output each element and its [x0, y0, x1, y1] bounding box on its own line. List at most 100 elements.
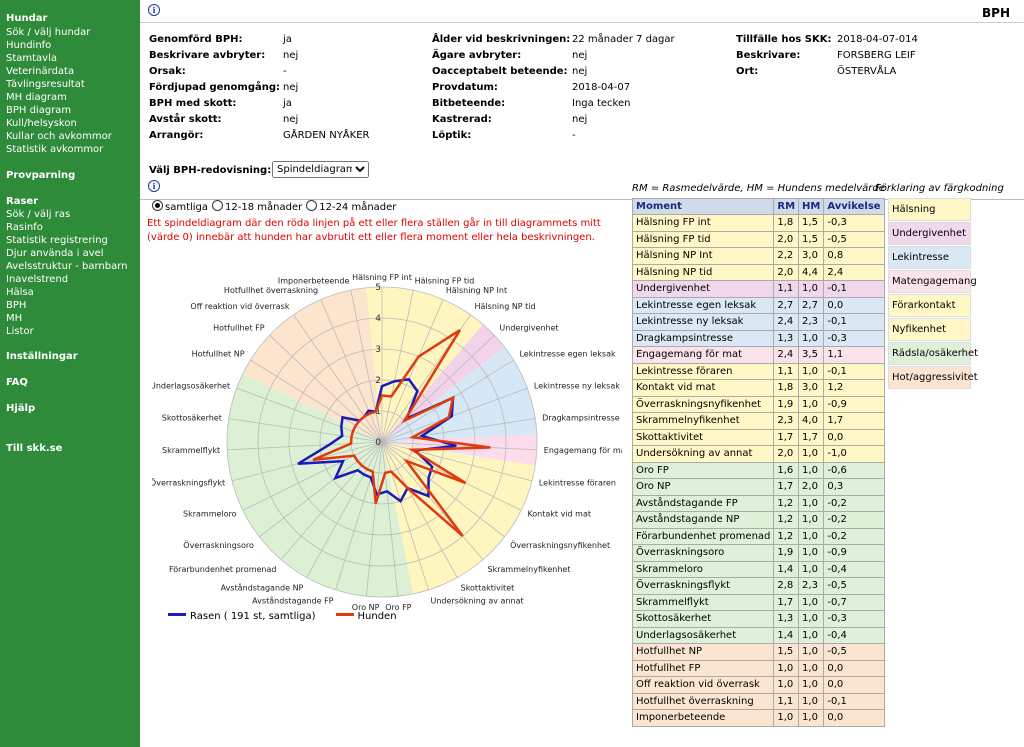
page-title: BPH — [982, 6, 1010, 20]
radar-spoke — [365, 441, 383, 597]
detail-value: nej — [283, 114, 299, 125]
table-cell: 1,0 — [798, 709, 825, 727]
radar-spoke — [236, 387, 383, 443]
table-cell: -0,9 — [823, 544, 885, 562]
sidebar-link[interactable]: MH diagram — [6, 92, 67, 103]
legend-swatch — [335, 613, 354, 616]
legend-label: Rasen ( 191 st, samtliga) — [190, 611, 316, 622]
radar-sector — [306, 294, 382, 442]
table-cell: 1,0 — [798, 280, 825, 298]
table-cell: -0,2 — [823, 527, 885, 545]
detail-value: nej — [572, 50, 588, 61]
radar-sector — [382, 434, 537, 466]
sidebar-link[interactable]: Hundinfo — [6, 40, 52, 51]
detail-label: Avstår skott: — [149, 114, 222, 125]
age-radio-option[interactable]: 12-18 månader — [212, 200, 302, 213]
sidebar-link[interactable]: Listor — [6, 326, 34, 337]
radar-axis-label: Avståndstagande NP — [221, 583, 304, 593]
table-row: Lekintresse föraren 1,1 1,0 -0,1 — [631, 362, 885, 380]
sidebar-section-sec4[interactable]: Inställningar — [6, 351, 78, 362]
table-cell: Skrammeloro — [631, 560, 775, 578]
detail-label: Kastrerad: — [432, 114, 492, 125]
table-cell: 1,3 — [773, 610, 800, 628]
radio-button[interactable] — [306, 200, 318, 211]
table-cell: 1,4 — [773, 626, 800, 644]
table-cell: 1,8 — [773, 379, 800, 397]
table-cell: Hotfullhet FP — [631, 659, 775, 677]
sidebar-link[interactable]: MH — [6, 313, 23, 324]
radar-sector — [320, 442, 382, 594]
radar-axis-label: Skrammelflykt — [162, 446, 220, 455]
radar-axis-label: Överraskningsflykt — [152, 478, 225, 488]
table-cell: Dragkampsintresse — [631, 329, 775, 347]
sidebar-link[interactable]: Hälsa — [6, 287, 34, 298]
radar-spoke — [242, 441, 383, 511]
age-radio-option[interactable]: 12-24 månader — [306, 200, 396, 213]
table-cell: 1,5 — [798, 230, 825, 248]
table-row: Lekintresse ny leksak 2,4 2,3 -0,1 — [631, 313, 885, 331]
sidebar-link[interactable]: Tävlingsresultat — [6, 79, 85, 90]
table-cell: -0,5 — [823, 230, 885, 248]
radar-spoke — [227, 441, 383, 451]
radar-spoke — [381, 441, 429, 591]
radar-axis-label: Lekintresse egen leksak — [519, 349, 616, 358]
detail-label: Ägare avbryter: — [432, 50, 522, 61]
detail-label: Bitbeteende: — [432, 98, 506, 109]
table-cell: Överraskningsoro — [631, 544, 775, 562]
sidebar-link[interactable]: BPH — [6, 300, 27, 311]
table-cell: Undergivenhet — [631, 280, 775, 298]
table-cell: -1,0 — [823, 445, 885, 463]
table-cell: Skottosäkerhet — [631, 610, 775, 628]
sidebar-link[interactable]: Stamtavla — [6, 53, 58, 64]
sidebar-section-sec3[interactable]: Raser — [6, 196, 39, 207]
detail-value: GÅRDEN NYÅKER — [283, 130, 370, 141]
legend-entry: Hunden — [335, 611, 397, 622]
radar-axis-label: Imponerbeteende — [278, 276, 350, 285]
radar-axis-label: Hotfullhet FP — [213, 323, 265, 332]
detail-value: 2018-04-07 — [572, 82, 631, 93]
sidebar-link[interactable]: Inavelstrend — [6, 274, 69, 285]
sidebar-section-sec1[interactable]: Hundar — [6, 13, 48, 24]
table-cell: Skottaktivitet — [631, 428, 775, 446]
sidebar-section-sec5[interactable]: FAQ — [6, 377, 28, 388]
sidebar-section-sec2[interactable]: Provparning — [6, 170, 76, 181]
table-cell: 1,0 — [773, 676, 800, 694]
sidebar-section-sec6[interactable]: Hjälp — [6, 403, 36, 414]
radar-spoke — [280, 441, 383, 560]
sidebar-link[interactable]: Rasinfo — [6, 222, 43, 233]
table-row: Undergivenhet 1,1 1,0 -0,1 — [631, 280, 885, 298]
sidebar-section-sec7[interactable]: Till skk.se — [6, 443, 63, 454]
table-cell: 2,0 — [773, 230, 800, 248]
table-cell: Lekintresse ny leksak — [631, 313, 775, 331]
sidebar-link[interactable]: Kullar och avkommor — [6, 131, 112, 142]
table-cell: Oro FP — [631, 461, 775, 479]
detail-value: nej — [572, 114, 588, 125]
radar-sector — [227, 434, 382, 466]
radio-button[interactable] — [212, 200, 224, 211]
sidebar-link[interactable]: Sök / välj ras — [6, 209, 71, 220]
radar-spoke — [381, 441, 537, 451]
sidebar-link[interactable]: Veterinärdata — [6, 66, 75, 77]
sidebar-link[interactable]: Djur använda i avel — [6, 248, 104, 259]
detail-value: ÖSTERVÅLA — [837, 66, 897, 77]
radar-sector — [250, 442, 382, 549]
info-icon[interactable]: i — [148, 180, 160, 192]
sidebar-link[interactable]: Statistik avkommor — [6, 144, 104, 155]
sidebar-link[interactable]: Avelsstruktur - barnbarn — [6, 261, 128, 272]
sidebar-link[interactable]: Sök / välj hundar — [6, 27, 91, 38]
table-cell: 1,3 — [773, 329, 800, 347]
age-radio-option[interactable]: samtliga — [152, 200, 208, 213]
legend-label: Hunden — [357, 611, 397, 622]
redovisning-select[interactable]: Spindeldiagram — [272, 161, 369, 178]
info-icon[interactable]: i — [148, 4, 160, 16]
redovisning-label: Välj BPH-redovisning: — [149, 165, 272, 176]
table-cell: 2,7 — [798, 296, 825, 314]
table-row: Engagemang för mat 2,4 3,5 1,1 — [631, 346, 885, 364]
sidebar-link[interactable]: Kull/helsyskon — [6, 118, 77, 129]
table-cell: Överraskningsflykt — [631, 577, 775, 595]
table-cell: -0,3 — [823, 329, 885, 347]
radio-button[interactable] — [152, 200, 163, 211]
sidebar-link[interactable]: Statistik registrering — [6, 235, 108, 246]
sidebar-link[interactable]: BPH diagram — [6, 105, 72, 116]
table-cell: -0,2 — [823, 494, 885, 512]
